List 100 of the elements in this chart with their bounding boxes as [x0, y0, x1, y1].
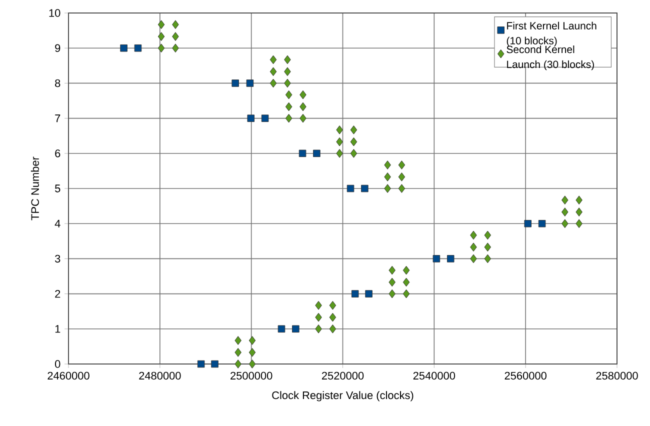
point	[315, 312, 322, 322]
y-tick-label: 1	[55, 325, 60, 333]
point	[234, 348, 242, 357]
y-tick-label: 3	[54, 254, 60, 263]
point	[402, 266, 410, 275]
point	[248, 336, 256, 345]
y-axis-title: TPC Number	[30, 156, 39, 220]
point	[524, 220, 532, 228]
point	[172, 32, 179, 41]
point	[234, 336, 242, 345]
x-tick-label: 2540000	[413, 372, 456, 380]
y-tick-label: 9	[55, 44, 60, 52]
point	[351, 290, 359, 298]
x-tick-label: 2460000	[48, 372, 90, 380]
point	[172, 20, 179, 30]
point	[470, 230, 477, 240]
point	[446, 255, 454, 262]
y-tick-label: 2	[55, 290, 60, 298]
point	[336, 125, 343, 134]
point	[329, 312, 336, 322]
point	[248, 360, 256, 368]
point	[120, 44, 128, 52]
point	[384, 172, 391, 182]
point	[315, 300, 322, 310]
point	[232, 80, 239, 87]
point	[284, 78, 291, 88]
y-tick-label: 8	[55, 79, 60, 88]
point	[172, 44, 179, 53]
point	[402, 289, 410, 298]
point	[398, 172, 406, 182]
point	[211, 360, 218, 368]
point	[285, 114, 292, 123]
point	[270, 67, 277, 76]
point	[384, 184, 391, 193]
point	[329, 300, 336, 310]
point	[313, 150, 320, 158]
legend-label: Second Kernel Launch (30 blocks)	[506, 45, 594, 70]
point	[158, 44, 165, 53]
point	[350, 125, 358, 134]
y-tick-label: 7	[55, 114, 60, 122]
point	[278, 325, 286, 333]
point	[388, 278, 396, 287]
y-tick-label: 4	[54, 220, 60, 228]
point	[315, 324, 322, 334]
point	[285, 90, 292, 100]
x-tick-label: 2560000	[504, 372, 546, 380]
point	[285, 102, 292, 112]
point	[329, 324, 336, 334]
y-tick-label: 10	[49, 9, 60, 17]
legend-label: First Kernel Launch (10 blocks)	[506, 22, 596, 46]
point	[432, 255, 440, 262]
point	[470, 254, 477, 264]
point	[298, 150, 306, 158]
point	[538, 220, 546, 228]
point	[336, 148, 343, 158]
point	[562, 219, 568, 228]
point	[158, 32, 165, 41]
point	[284, 55, 291, 64]
point	[484, 242, 492, 252]
point	[270, 78, 277, 88]
point	[402, 278, 410, 287]
x-tick-label: 2480000	[139, 372, 181, 380]
point	[562, 208, 568, 216]
y-tick-label: 5	[55, 184, 60, 192]
point	[247, 114, 255, 122]
point	[576, 208, 582, 216]
point	[248, 348, 256, 357]
point	[234, 360, 242, 368]
point	[470, 242, 477, 252]
point	[388, 266, 396, 275]
point	[246, 80, 254, 87]
x-tick-label: 2500000	[230, 372, 272, 380]
point	[562, 196, 568, 205]
point	[398, 160, 406, 170]
point	[350, 148, 358, 158]
point	[398, 184, 406, 193]
point	[576, 196, 582, 205]
point	[261, 114, 269, 122]
y-tick-label: 0	[54, 360, 60, 368]
y-tick-label: 6	[55, 150, 60, 158]
x-tick-label: 2580000	[596, 372, 638, 380]
point	[134, 44, 142, 52]
point	[284, 67, 291, 76]
x-axis-title: Clock Register Value (clocks)	[272, 391, 414, 402]
point	[388, 289, 396, 298]
point	[158, 20, 165, 30]
point	[384, 160, 391, 170]
point	[292, 325, 300, 333]
point	[336, 137, 343, 146]
point	[270, 55, 277, 64]
x-tick-label: 2520000	[322, 372, 364, 380]
point	[300, 114, 306, 123]
point	[346, 184, 354, 192]
point	[484, 254, 492, 264]
point	[350, 137, 358, 146]
point	[197, 360, 205, 368]
point	[361, 184, 368, 192]
point	[365, 290, 372, 298]
point	[300, 90, 306, 100]
point	[576, 219, 582, 228]
